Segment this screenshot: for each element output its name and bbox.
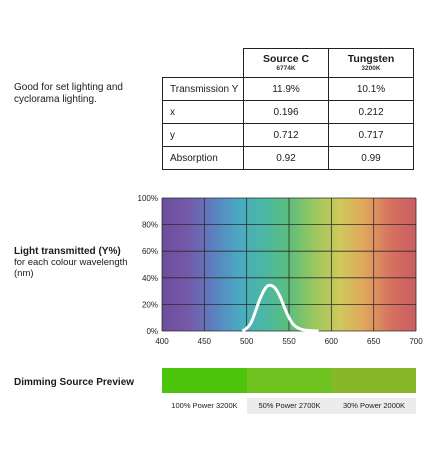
x-tick-label: 450 xyxy=(198,337,212,346)
dimming-preview-bar xyxy=(162,368,416,393)
column-name: Source C xyxy=(262,53,310,65)
x-tick-label: 700 xyxy=(409,337,423,346)
column-color-temp: 6774K xyxy=(276,65,296,72)
cell-value: 11.9% xyxy=(243,77,329,101)
grid-lines xyxy=(161,197,417,332)
dimming-label: 30% Power 2000K xyxy=(332,398,416,414)
dimming-swatch-50 xyxy=(247,368,332,393)
transmission-chart: 0% 20% 40% 60% 80% 100% 400 450 500 550 600 650 700 xyxy=(138,194,424,346)
column-name: Tungsten xyxy=(347,53,395,65)
dimming-swatch-100 xyxy=(162,368,247,393)
chart-caption-subtitle: for each colour wavelength (nm) xyxy=(14,257,128,279)
column-header-tungsten: Tungsten 3200K xyxy=(328,48,414,78)
x-tick-label: 550 xyxy=(282,337,296,346)
y-tick-label: 80% xyxy=(142,221,158,230)
y-axis-ticks: 0% 20% 40% 60% 80% 100% xyxy=(138,194,158,336)
x-tick-label: 400 xyxy=(155,337,169,346)
table-row: Transmission Y 11.9% 10.1% xyxy=(162,77,414,101)
x-tick-label: 500 xyxy=(240,337,254,346)
chart-caption: Light transmitted (Y%) for each colour w… xyxy=(14,246,144,279)
dimming-label: 50% Power 2700K xyxy=(247,398,332,414)
chart-caption-title: Light transmitted (Y%) xyxy=(14,246,121,257)
x-tick-label: 600 xyxy=(325,337,339,346)
column-color-temp: 3200K xyxy=(361,65,381,72)
row-label: x xyxy=(162,100,244,124)
spec-table: Source C 6774K Tungsten 3200K Transmissi… xyxy=(162,48,414,170)
transmission-curve xyxy=(241,283,319,333)
y-tick-label: 60% xyxy=(142,247,158,256)
filter-description: Good for set lighting and cyclorama ligh… xyxy=(14,82,123,105)
dimming-title: Dimming Source Preview xyxy=(14,377,135,388)
y-tick-label: 20% xyxy=(142,300,158,309)
y-tick-label: 0% xyxy=(146,327,158,336)
cell-value: 0.717 xyxy=(328,123,414,147)
dimming-swatch-30 xyxy=(332,368,416,393)
y-tick-label: 40% xyxy=(142,274,158,283)
dimming-labels: 100% Power 3200K 50% Power 2700K 30% Pow… xyxy=(162,398,416,414)
x-tick-label: 650 xyxy=(367,337,381,346)
y-tick-label: 100% xyxy=(138,194,158,203)
x-axis-ticks: 400 450 500 550 600 650 700 xyxy=(155,337,423,346)
table-row: x 0.196 0.212 xyxy=(162,100,414,124)
cell-value: 0.99 xyxy=(328,146,414,170)
row-label: Absorption xyxy=(162,146,244,170)
cell-value: 10.1% xyxy=(328,77,414,101)
table-row: Absorption 0.92 0.99 xyxy=(162,146,414,170)
dimming-label: 100% Power 3200K xyxy=(162,398,247,414)
